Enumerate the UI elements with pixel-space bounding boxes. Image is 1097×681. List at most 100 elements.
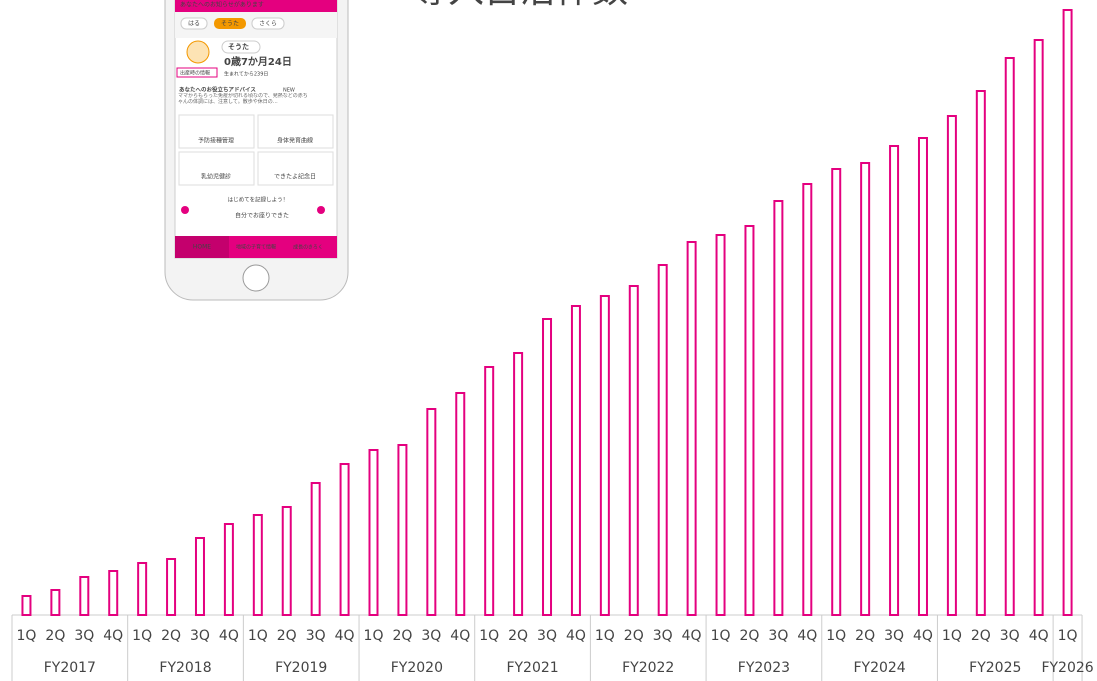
x-tick-label: 2Q xyxy=(508,628,528,644)
banner: はじめてを記録しよう！ xyxy=(228,196,288,204)
x-tick-label: 1Q xyxy=(479,628,499,644)
nav-active xyxy=(175,236,229,258)
menu-tile[interactable] xyxy=(257,151,334,186)
home-button[interactable] xyxy=(242,264,270,292)
bar xyxy=(542,318,553,616)
bar xyxy=(599,295,610,616)
x-tick-label: 2Q xyxy=(855,628,875,644)
bar xyxy=(484,366,495,616)
x-tick-label: 2Q xyxy=(392,628,412,644)
advice-box: ママからもらった免疫が切れる頃なので、発熱などの赤ちゃんの体調には、注意して。散… xyxy=(178,93,308,105)
days: 生まれてから239日 xyxy=(224,71,268,78)
x-tick-label: 3Q xyxy=(768,628,788,644)
x-tick-label: 3Q xyxy=(306,628,326,644)
x-tick-label: 4Q xyxy=(682,628,702,644)
x-tick-label: 3Q xyxy=(74,628,94,644)
bar xyxy=(223,523,234,616)
banner-sub: 自分でお座りできた xyxy=(235,212,289,220)
fiscal-year-label: FY2020 xyxy=(391,660,443,676)
bar xyxy=(79,576,90,616)
x-tick-label: 4Q xyxy=(450,628,470,644)
bar xyxy=(570,305,581,616)
nav-item[interactable]: HOME xyxy=(193,244,211,251)
fiscal-year-label: FY2022 xyxy=(622,660,674,676)
x-tick-label: 3Q xyxy=(537,628,557,644)
tab xyxy=(180,17,208,30)
x-tick-label: 2Q xyxy=(277,628,297,644)
x-tick-label: 2Q xyxy=(739,628,759,644)
menu-tile[interactable] xyxy=(178,151,255,186)
menu-tile[interactable] xyxy=(178,114,255,149)
name-badge xyxy=(221,40,261,54)
notice: あなたへのお知らせがあります xyxy=(180,1,264,9)
fiscal-year-label: FY2025 xyxy=(969,660,1021,676)
nav-item[interactable]: 地域の子育て情報 xyxy=(236,244,276,251)
x-tick-label: 3Q xyxy=(1000,628,1020,644)
fiscal-year-label: FY2017 xyxy=(44,660,96,676)
x-tick-label: 2Q xyxy=(624,628,644,644)
bar xyxy=(860,162,871,616)
x-tick-label: 2Q xyxy=(161,628,181,644)
advice-new: NEW xyxy=(283,88,295,94)
bar xyxy=(108,570,119,616)
bar xyxy=(455,392,466,616)
tab-label: はる xyxy=(188,21,200,28)
bar xyxy=(166,558,177,616)
x-tick-label: 1Q xyxy=(132,628,152,644)
x-tick-label: 1Q xyxy=(364,628,384,644)
bar xyxy=(397,444,408,616)
menu-label: 身体発育曲線 xyxy=(277,137,313,145)
tab-label: さくら xyxy=(259,21,277,28)
bar xyxy=(194,537,205,616)
x-tick-label: 4Q xyxy=(335,628,355,644)
next-button[interactable] xyxy=(317,206,325,214)
x-tick-label: 4Q xyxy=(913,628,933,644)
menu-label: できたよ記念日 xyxy=(274,173,316,181)
x-tick-label: 1Q xyxy=(826,628,846,644)
bar xyxy=(975,90,986,616)
x-tick-label: 1Q xyxy=(942,628,962,644)
x-tick-label: 2Q xyxy=(45,628,65,644)
bar xyxy=(628,285,639,616)
x-tick-label: 4Q xyxy=(1029,628,1049,644)
bar xyxy=(686,241,697,616)
x-tick-label: 1Q xyxy=(1058,628,1078,644)
notice-bar xyxy=(175,0,337,12)
bar xyxy=(657,264,668,616)
bar xyxy=(1004,57,1015,616)
fiscal-year-label: FY2019 xyxy=(275,660,327,676)
avatar xyxy=(186,40,210,64)
menu-label: 乳幼児健診 xyxy=(201,173,231,181)
nav-item[interactable]: 成長のきろく xyxy=(293,244,323,251)
bar xyxy=(50,589,61,616)
x-tick-label: 3Q xyxy=(653,628,673,644)
bar xyxy=(21,595,32,616)
tab xyxy=(214,18,246,29)
bar xyxy=(368,449,379,616)
x-tick-label: 3Q xyxy=(421,628,441,644)
x-tick-label: 1Q xyxy=(16,628,36,644)
menu-tile[interactable] xyxy=(257,114,334,149)
child-name: そうた xyxy=(228,42,249,51)
x-tick-label: 2Q xyxy=(971,628,991,644)
tab-label: そうた xyxy=(221,21,239,28)
phone: あなたへのお知らせがあります はる そうた さくら そうた 0歳7か月24日 出… xyxy=(164,0,349,301)
bar xyxy=(339,463,350,616)
x-tick-label: 3Q xyxy=(190,628,210,644)
bar xyxy=(802,183,813,616)
advice-title: あなたへのお役立ちアドバイス xyxy=(179,86,256,94)
fiscal-year-label: FY2023 xyxy=(738,660,790,676)
bar xyxy=(889,145,900,616)
x-tick-label: 1Q xyxy=(595,628,615,644)
x-tick-label: 1Q xyxy=(711,628,731,644)
birth-info-box xyxy=(176,67,218,78)
x-tick-label: 4Q xyxy=(219,628,239,644)
bar xyxy=(281,506,292,616)
advice-text: ママからもらった免疫が切れる頃なので、発熱などの赤ちゃんの体調には、注意して。散… xyxy=(178,93,308,105)
fiscal-year-label: FY2018 xyxy=(159,660,211,676)
x-tick-label: 3Q xyxy=(884,628,904,644)
x-tick-label: 1Q xyxy=(248,628,268,644)
bar xyxy=(137,562,148,616)
bar xyxy=(310,482,321,616)
prev-button[interactable] xyxy=(181,206,189,214)
